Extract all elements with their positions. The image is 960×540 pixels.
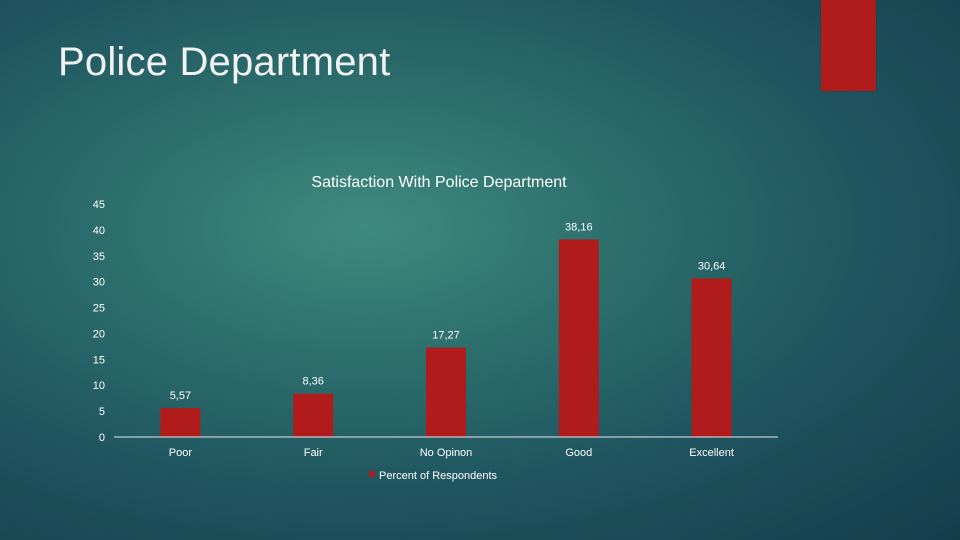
legend-label: Percent of Respondents — [379, 470, 498, 482]
x-tick-label: Poor — [169, 447, 193, 459]
bar — [558, 239, 599, 437]
y-tick-label: 45 — [93, 199, 105, 211]
x-tick-label: Good — [565, 447, 592, 459]
x-tick-label: Excellent — [689, 447, 734, 459]
bar — [691, 278, 732, 437]
bar-data-label: 38,16 — [565, 221, 593, 233]
bar-data-label: 30,64 — [698, 260, 726, 272]
x-tick-label: Fair — [304, 447, 323, 459]
bar-series: 5,57 8,36 17,27 38,16 30,64 — [160, 221, 732, 437]
chart-title: Satisfaction With Police Department — [311, 174, 567, 191]
legend: Percent of Respondents — [369, 470, 498, 482]
x-tick-label: No Opinon — [420, 447, 473, 459]
y-tick-label: 35 — [93, 251, 105, 263]
y-tick-label: 10 — [93, 380, 105, 392]
y-tick-label: 0 — [99, 432, 105, 444]
y-tick-label: 30 — [93, 277, 105, 289]
y-tick-label: 5 — [99, 406, 105, 418]
y-axis: 0 5 10 15 20 25 30 35 40 45 — [93, 199, 105, 444]
y-tick-label: 20 — [93, 328, 105, 340]
accent-block — [821, 0, 876, 91]
legend-swatch — [369, 471, 375, 477]
bar-data-label: 5,57 — [170, 390, 191, 402]
bar — [293, 393, 334, 437]
bar-data-label: 8,36 — [302, 376, 323, 388]
bar — [426, 347, 466, 437]
y-tick-label: 15 — [93, 354, 105, 366]
bar-data-label: 17,27 — [432, 330, 460, 342]
bar — [160, 408, 201, 437]
y-tick-label: 40 — [93, 225, 105, 237]
y-tick-label: 25 — [93, 303, 105, 315]
slide-title: Police Department — [58, 40, 391, 84]
x-axis: Poor Fair No Opinon Good Excellent — [169, 447, 734, 459]
